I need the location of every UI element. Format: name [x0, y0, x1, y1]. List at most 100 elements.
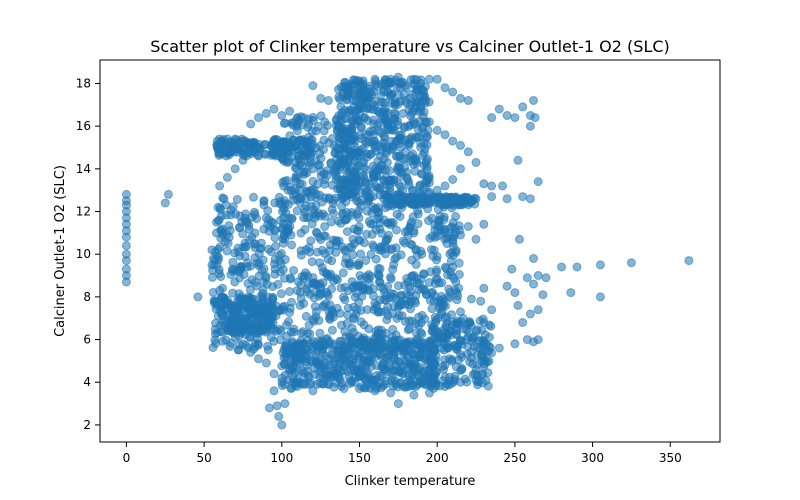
- data-point: [456, 230, 465, 240]
- data-point: [215, 134, 225, 144]
- data-point: [269, 386, 279, 396]
- data-point: [518, 318, 528, 327]
- x-tick-label: 300: [581, 451, 604, 465]
- data-point: [448, 175, 458, 184]
- data-point: [319, 126, 329, 136]
- data-point: [465, 357, 475, 367]
- data-point: [418, 122, 428, 132]
- data-point: [325, 300, 335, 310]
- data-point: [300, 151, 310, 161]
- data-point: [331, 166, 341, 176]
- data-point: [301, 201, 311, 211]
- data-point: [222, 172, 232, 182]
- data-points: [121, 72, 694, 430]
- data-point: [323, 379, 333, 389]
- data-point: [254, 261, 264, 270]
- data-point: [595, 260, 605, 270]
- data-point: [456, 307, 465, 317]
- data-point: [515, 234, 524, 244]
- data-point: [440, 360, 450, 370]
- data-point: [193, 292, 203, 302]
- data-point: [270, 233, 280, 243]
- data-point: [412, 158, 422, 168]
- data-point: [352, 305, 362, 315]
- data-point: [432, 74, 442, 84]
- data-point: [466, 294, 476, 304]
- data-point: [460, 199, 469, 209]
- data-point: [370, 74, 380, 84]
- data-point: [427, 213, 437, 223]
- data-point: [430, 225, 440, 235]
- data-point: [402, 173, 412, 183]
- data-point: [246, 347, 256, 357]
- data-point: [372, 370, 382, 380]
- data-point: [285, 308, 295, 318]
- data-point: [246, 119, 256, 129]
- data-point: [440, 262, 450, 272]
- data-point: [213, 202, 223, 212]
- data-point: [248, 309, 257, 319]
- data-point: [369, 130, 379, 139]
- data-point: [255, 304, 265, 314]
- data-point: [439, 300, 449, 310]
- data-point: [376, 183, 386, 193]
- data-point: [269, 336, 279, 346]
- data-point: [345, 189, 355, 199]
- data-point: [238, 339, 248, 349]
- data-point: [364, 274, 373, 284]
- data-point: [312, 228, 322, 238]
- data-point: [371, 96, 381, 106]
- data-point: [386, 388, 396, 398]
- data-point: [382, 346, 392, 356]
- y-axis: 2 4 6 8 10 12 14 16 18: [76, 76, 100, 432]
- data-point: [447, 356, 457, 366]
- data-point: [284, 157, 293, 167]
- data-point: [377, 128, 387, 138]
- data-point: [454, 258, 464, 268]
- data-point: [487, 305, 497, 315]
- data-point: [452, 295, 462, 305]
- data-point: [347, 242, 357, 252]
- data-point: [353, 281, 363, 291]
- data-point: [336, 367, 346, 377]
- data-point: [296, 328, 306, 338]
- data-point: [381, 376, 391, 386]
- data-point: [269, 369, 279, 379]
- data-point: [456, 365, 466, 375]
- data-point: [456, 164, 465, 174]
- data-point: [431, 351, 441, 361]
- data-point: [276, 289, 286, 299]
- data-point: [263, 345, 273, 355]
- data-point: [369, 242, 379, 252]
- data-point: [382, 157, 392, 167]
- data-point: [498, 181, 507, 191]
- data-point: [400, 80, 410, 90]
- data-point: [288, 190, 298, 200]
- data-point: [398, 109, 408, 118]
- data-point: [529, 96, 538, 105]
- data-point: [471, 234, 481, 244]
- data-point: [230, 164, 240, 174]
- data-point: [425, 233, 435, 243]
- data-point: [336, 102, 346, 112]
- data-point: [252, 281, 262, 291]
- data-point: [381, 335, 391, 345]
- data-point: [238, 319, 248, 329]
- data-point: [429, 245, 439, 255]
- data-point: [287, 214, 297, 224]
- data-point: [572, 262, 582, 272]
- data-point: [463, 96, 473, 105]
- data-point: [244, 235, 254, 245]
- data-point: [296, 228, 306, 238]
- data-point: [378, 142, 388, 152]
- data-point: [456, 140, 465, 150]
- data-point: [414, 337, 424, 346]
- data-point: [316, 235, 326, 245]
- data-point: [320, 222, 330, 232]
- data-point: [456, 350, 465, 359]
- data-point: [387, 293, 397, 302]
- y-tick-label: 14: [76, 162, 91, 176]
- data-point: [374, 271, 384, 281]
- data-point: [383, 302, 393, 312]
- data-point: [431, 318, 441, 327]
